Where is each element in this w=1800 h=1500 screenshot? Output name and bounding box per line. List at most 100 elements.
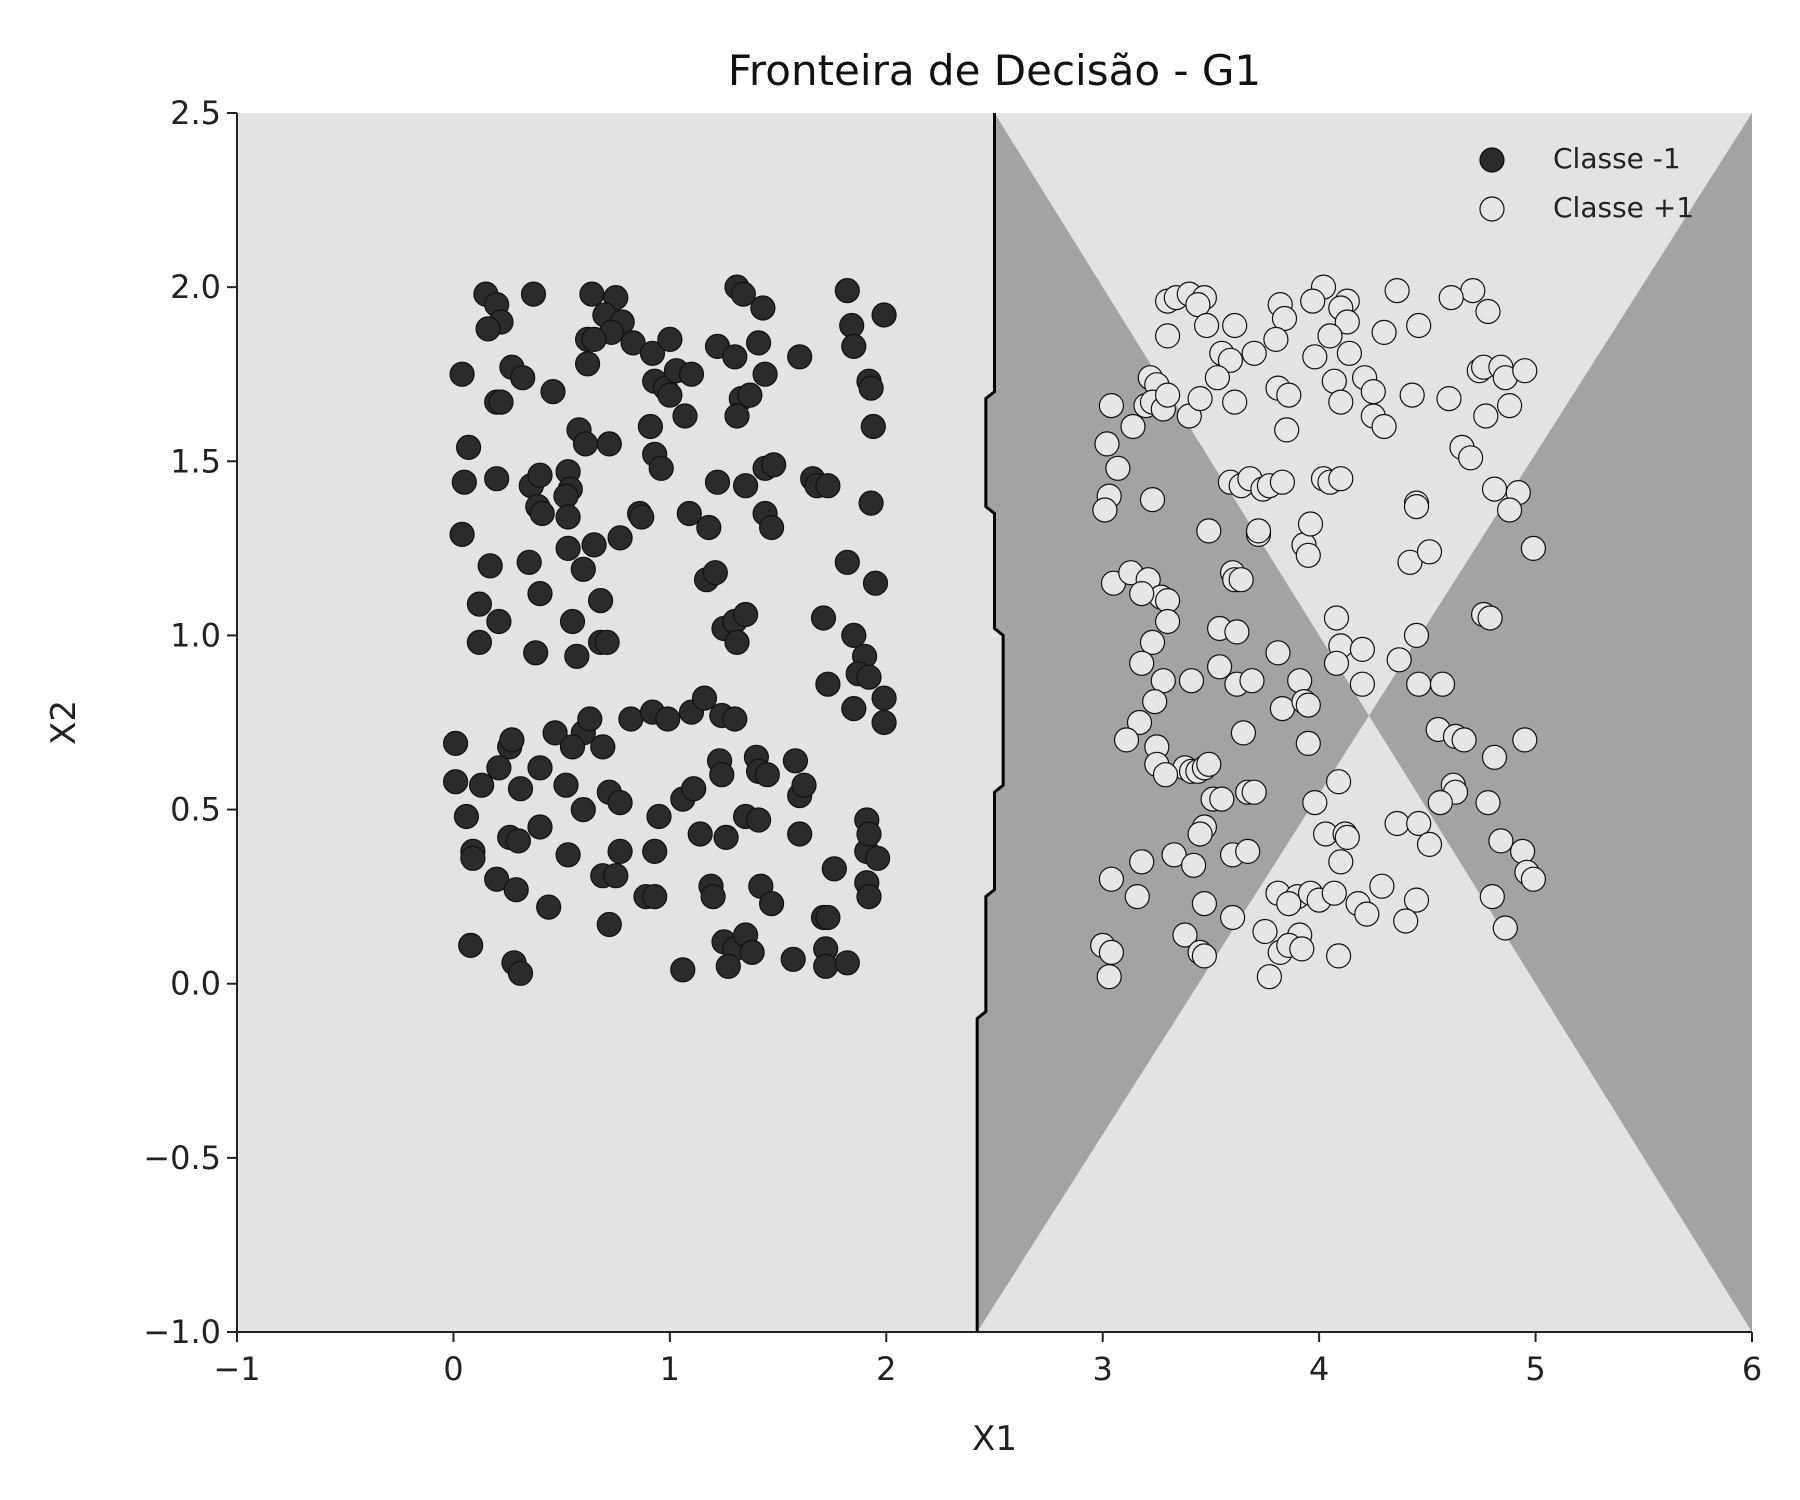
point-classe-neg (520, 281, 547, 307)
point-classe-pos (1302, 789, 1328, 816)
point-classe-neg (505, 828, 532, 854)
point-classe-pos (1252, 918, 1278, 945)
point-classe-pos (1191, 943, 1218, 969)
point-classe-neg (555, 535, 581, 562)
point-classe-neg (484, 466, 510, 492)
point-classe-pos (1406, 810, 1432, 837)
point-classe-pos (1222, 389, 1248, 415)
point-classe-pos (1406, 671, 1432, 697)
point-classe-pos (1349, 636, 1376, 663)
point-classe-pos (1386, 647, 1412, 673)
point-classe-neg (787, 821, 813, 847)
point-classe-neg (856, 821, 882, 847)
point-classe-pos (1336, 340, 1363, 366)
point-classe-pos (1328, 849, 1354, 875)
point-classe-neg (864, 845, 891, 871)
point-classe-pos (1276, 890, 1302, 917)
x-tick-label: 6 (1742, 1350, 1762, 1388)
point-classe-pos (1287, 668, 1313, 694)
point-classe-pos (1263, 326, 1289, 352)
point-classe-neg (841, 695, 867, 722)
point-classe-pos (1126, 709, 1153, 736)
legend-label-classe-pos: Classe +1 (1553, 191, 1694, 224)
y-axis-ticks: −1.0 −0.5 0.0 0.5 1.0 1.5 2.0 2.5 (143, 94, 237, 1351)
point-classe-neg (499, 727, 525, 753)
point-classe-neg (443, 730, 469, 757)
point-classe-neg (787, 344, 813, 370)
point-classe-pos (1475, 789, 1501, 816)
legend-marker-classe-pos (1479, 196, 1505, 222)
point-classe-pos (1325, 943, 1352, 969)
legend-marker-classe-neg (1479, 147, 1505, 173)
point-classe-neg (696, 514, 722, 541)
point-classe-neg (570, 796, 596, 823)
point-classe-pos (1369, 873, 1395, 899)
point-classe-pos (1129, 849, 1155, 875)
point-classe-pos (1187, 821, 1213, 847)
point-classe-neg (862, 570, 889, 596)
point-classe-pos (1241, 340, 1267, 366)
point-classe-neg (841, 333, 867, 359)
point-classe-neg (603, 863, 629, 889)
point-classe-pos (1325, 769, 1352, 795)
point-classe-pos (1492, 915, 1518, 941)
point-classe-pos (1323, 650, 1350, 676)
point-classe-neg (570, 556, 596, 582)
scatter-points (443, 274, 1547, 990)
point-classe-neg (871, 685, 897, 711)
point-classe-neg (724, 403, 750, 429)
point-classe-neg (527, 814, 553, 840)
decision-boundary-line (975, 113, 1005, 1332)
point-classe-pos (1436, 386, 1462, 412)
point-classe-pos (1172, 922, 1198, 948)
point-classe-neg (527, 755, 553, 781)
point-classe-neg (642, 838, 668, 865)
point-classe-pos (1302, 344, 1328, 370)
point-classe-neg (540, 379, 566, 405)
point-classe-neg (713, 824, 739, 851)
point-classe-neg (858, 375, 884, 401)
point-classe-pos (1321, 880, 1347, 906)
point-classe-neg (529, 500, 555, 527)
point-classe-neg (856, 664, 882, 690)
point-classe-pos (1393, 908, 1419, 934)
point-classe-neg (678, 361, 705, 387)
point-classe-neg (607, 838, 633, 865)
point-classe-pos (1473, 403, 1499, 429)
point-classe-neg (503, 877, 529, 903)
point-classe-neg (590, 734, 616, 760)
point-classe-neg (858, 490, 884, 516)
point-classe-neg (486, 608, 512, 635)
point-classe-neg (637, 413, 664, 440)
point-classe-pos (1269, 695, 1296, 722)
y-tick-label: 2.0 (170, 268, 221, 306)
point-classe-pos (1451, 727, 1477, 753)
point-classe-pos (1349, 671, 1376, 697)
point-classe-neg (458, 932, 484, 959)
x-tick-label: 1 (660, 1350, 680, 1388)
point-classe-neg (460, 845, 486, 871)
point-classe-neg (752, 361, 778, 387)
point-classe-pos (1295, 730, 1321, 757)
point-classe-pos (1321, 368, 1347, 394)
point-classe-neg (596, 911, 622, 938)
point-classe-neg (871, 709, 897, 736)
point-classe-pos (1328, 389, 1354, 415)
point-classe-pos (1438, 285, 1464, 311)
x-tick-label: 5 (1525, 1350, 1545, 1388)
point-classe-pos (1206, 654, 1233, 680)
point-classe-neg (581, 326, 607, 352)
point-classe-neg (676, 500, 702, 527)
point-classe-pos (1334, 309, 1360, 335)
point-classe-neg (821, 856, 847, 882)
point-classe-neg (607, 525, 633, 551)
point-classe-pos (1384, 278, 1410, 304)
point-classe-pos (1124, 883, 1150, 910)
point-classe-pos (1196, 518, 1222, 544)
point-classe-pos (1154, 382, 1181, 408)
point-classe-neg (722, 344, 748, 370)
point-classe-pos (1129, 650, 1155, 676)
point-classe-neg (739, 939, 765, 966)
point-classe-neg (477, 553, 503, 579)
